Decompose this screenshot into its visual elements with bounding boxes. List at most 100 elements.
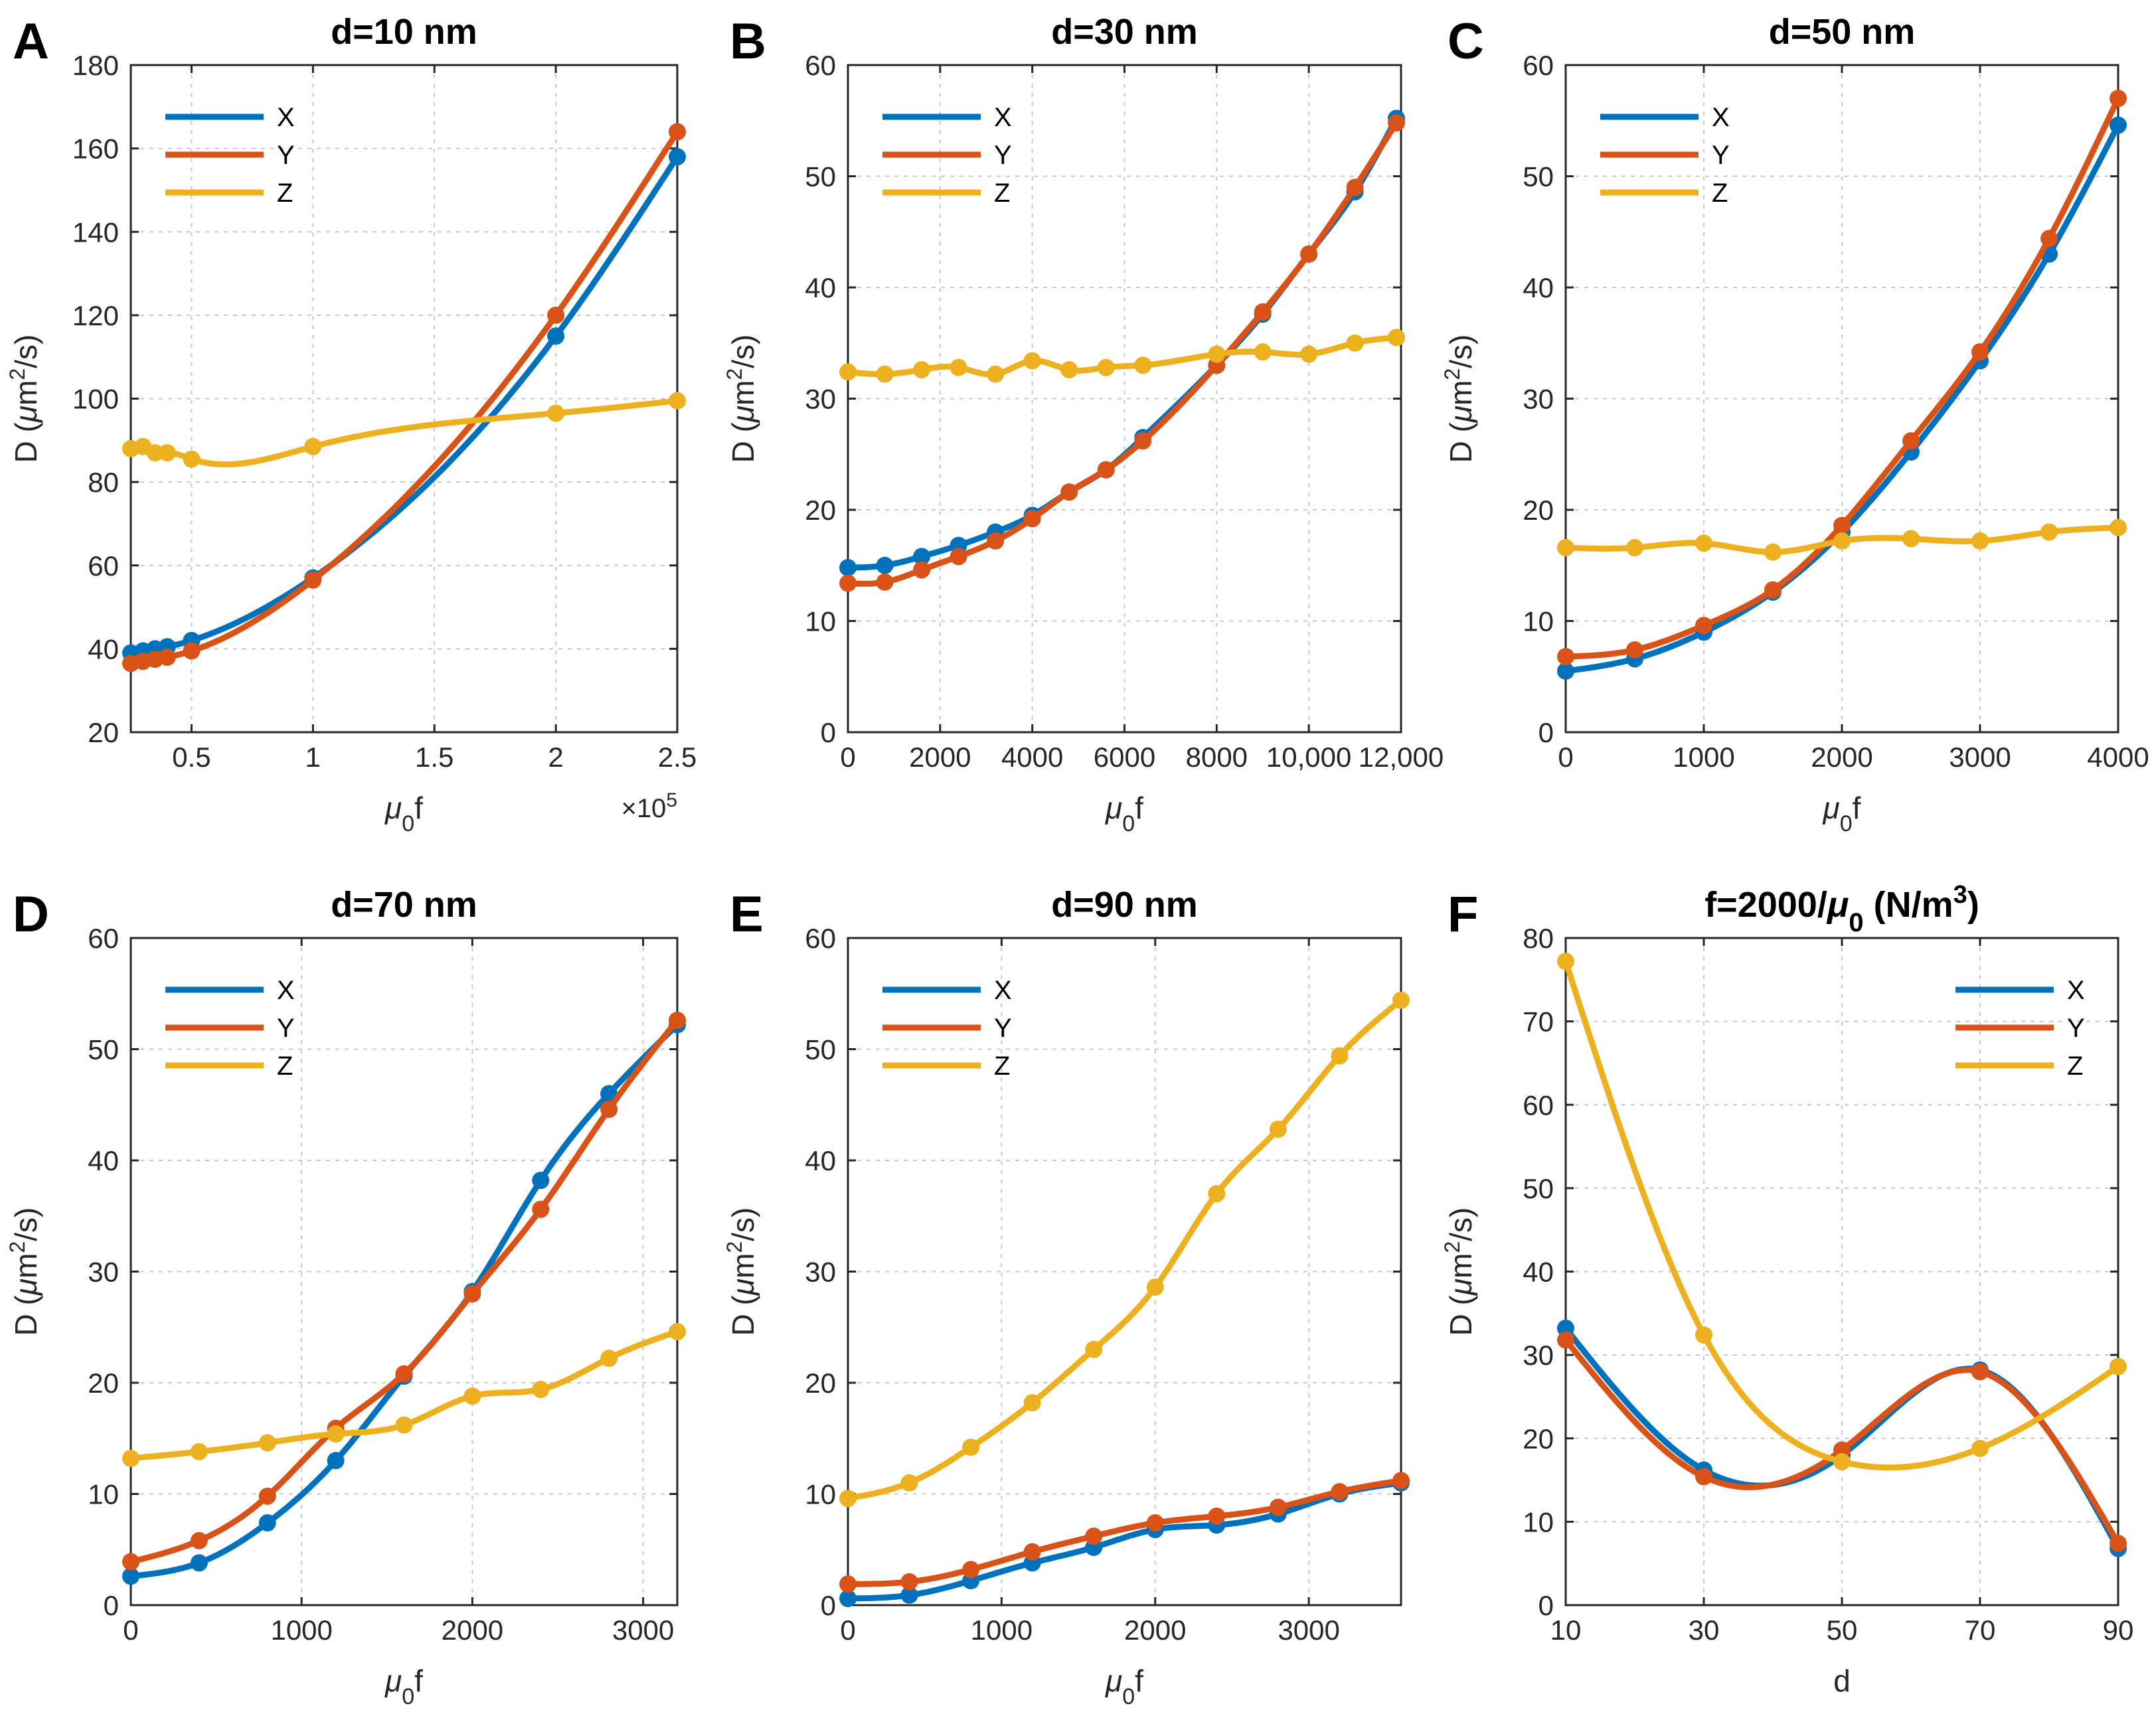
data-point-Y	[1146, 1514, 1164, 1532]
data-point-X	[258, 1514, 276, 1532]
x-tick-label: 1000	[270, 1614, 332, 1646]
y-tick-label: 20	[88, 1367, 119, 1399]
legend-label-X: X	[277, 976, 295, 1005]
data-point-Y	[2040, 230, 2058, 248]
data-point-Z	[1695, 1326, 1712, 1344]
data-point-X	[839, 559, 857, 577]
x-tick-label: 2000	[1811, 742, 1872, 773]
data-point-Z	[900, 1474, 918, 1492]
chart-title: d=10 nm	[331, 12, 477, 52]
data-point-Y	[1023, 510, 1041, 528]
panel-D: 0 1000 2000 3000 0 10 20 30 40 50 60 μ0f D (μm2/s) d=…	[5, 885, 686, 1709]
legend-label-Z: Z	[994, 179, 1010, 208]
x-tick-label: 70	[1965, 1614, 1996, 1646]
data-point-Y	[1085, 1527, 1103, 1545]
data-point-Y	[1695, 1468, 1712, 1486]
x-tick-label: 2000	[909, 742, 971, 773]
data-point-Z	[1060, 360, 1078, 378]
y-tick-label: 50	[805, 1034, 836, 1065]
data-point-Y	[1208, 1508, 1226, 1525]
data-point-Y	[987, 532, 1005, 550]
data-point-Z	[122, 1449, 139, 1467]
x-axis-label: μ0f	[1823, 791, 1861, 836]
y-tick-label: 50	[1523, 1173, 1554, 1204]
data-point-X	[532, 1172, 550, 1190]
data-point-Y	[1388, 114, 1406, 132]
x-tick-label: 2.5	[658, 742, 697, 773]
y-tick-label: 40	[88, 633, 119, 664]
data-point-Z	[1208, 345, 1226, 363]
panel-letter: B	[730, 13, 766, 70]
panel-E: 0 1000 2000 3000 0 10 20 30 40 50 60 μ0f D (μm2/s) d=…	[722, 885, 1410, 1709]
data-point-X	[122, 1567, 139, 1585]
data-point-Y	[547, 306, 565, 324]
legend-label-X: X	[1712, 103, 1730, 132]
legend-label-Z: Z	[994, 1052, 1010, 1081]
legend-label-Y: Y	[2067, 1014, 2085, 1043]
y-tick-label: 30	[805, 1257, 836, 1288]
x-tick-label: 0.5	[172, 742, 210, 773]
data-point-X	[600, 1085, 618, 1103]
series-line-Z	[845, 997, 1404, 1502]
data-point-Z	[532, 1381, 550, 1399]
data-point-Z	[1557, 538, 1574, 556]
legend-label-Y: Y	[1712, 141, 1730, 170]
x-tick-label: 3000	[612, 1614, 674, 1646]
series-line-Y	[127, 129, 681, 666]
x-tick-label: 1000	[1673, 742, 1734, 773]
data-point-Z	[669, 1322, 686, 1340]
data-point-Z	[1388, 329, 1406, 347]
x-tick-label: 8000	[1186, 742, 1248, 773]
data-point-Z	[1300, 345, 1318, 363]
y-tick-label: 180	[72, 50, 119, 81]
data-point-Y	[190, 1531, 208, 1549]
x-tick-label: 0	[1558, 742, 1573, 773]
data-point-X	[876, 556, 894, 574]
data-point-Z	[1331, 1047, 1349, 1065]
y-axis-label: D (μm2/s)	[5, 1208, 43, 1336]
data-point-X	[547, 327, 565, 345]
data-point-Z	[304, 437, 322, 455]
y-tick-label: 20	[805, 1367, 836, 1399]
y-tick-label: 50	[805, 161, 836, 193]
legend-label-Z: Z	[277, 1052, 293, 1081]
series-line-Z	[127, 398, 681, 468]
x-tick-label: 4000	[2087, 742, 2149, 773]
data-point-Y	[1626, 641, 1643, 659]
data-point-X	[327, 1452, 345, 1470]
y-tick-label: 10	[1523, 1506, 1554, 1537]
chart-title: d=30 nm	[1051, 12, 1198, 52]
data-point-X	[839, 1589, 857, 1607]
axes-box	[847, 937, 1402, 1606]
data-point-Z	[1085, 1340, 1103, 1358]
data-point-Z	[839, 1490, 857, 1508]
data-point-X	[669, 148, 686, 166]
data-point-Y	[1902, 432, 1920, 450]
y-axis-label: D (μm2/s)	[1440, 1208, 1478, 1336]
data-point-Z	[1392, 991, 1410, 1009]
data-point-Z	[2110, 518, 2127, 536]
x-tick-label: 2000	[1124, 1614, 1186, 1646]
data-point-Z	[1971, 1439, 1989, 1457]
data-point-Z	[1254, 343, 1272, 361]
data-point-Z	[1833, 1452, 1851, 1470]
data-point-Y	[2110, 90, 2127, 108]
x-tick-label: 0	[840, 1614, 855, 1646]
legend-label-Y: Y	[277, 141, 295, 170]
y-tick-label: 30	[805, 384, 836, 415]
y-tick-label: 40	[1523, 1257, 1554, 1288]
series-line-X	[845, 115, 1400, 571]
data-point-Y	[1269, 1498, 1287, 1516]
panel-C: 0 1000 2000 3000 4000 0 10 20 30 40 50 60 μ0f D (μm2/…	[1440, 12, 2149, 836]
series-line-Z	[1562, 958, 2121, 1471]
x-tick-label: 2000	[442, 1614, 503, 1646]
data-point-Z	[463, 1387, 481, 1405]
y-axis-label: D (μm2/s)	[5, 335, 43, 463]
data-point-Z	[1626, 538, 1643, 556]
y-tick-label: 60	[88, 923, 119, 954]
legend-label-Z: Z	[277, 179, 293, 208]
y-axis-label: D (μm2/s)	[1440, 335, 1478, 463]
x-tick-label: 90	[2103, 1614, 2134, 1646]
x-tick-label: 3000	[1278, 1614, 1339, 1646]
